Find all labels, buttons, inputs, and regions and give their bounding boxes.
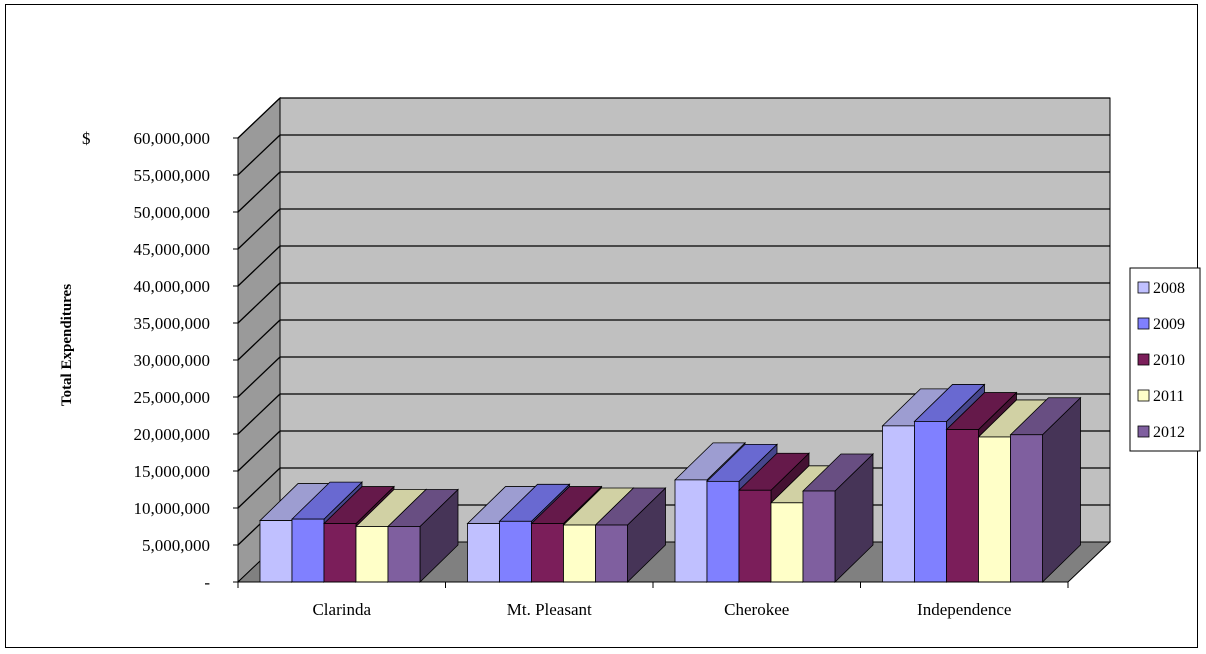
bar-front bbox=[531, 523, 564, 583]
gridline-side bbox=[237, 171, 281, 213]
bar-front bbox=[387, 526, 421, 583]
legend: 2008 2009 2010 2011 2012 bbox=[1129, 267, 1201, 452]
y-tick-label: 30,000,000 bbox=[134, 351, 211, 370]
y-tick-label: 10,000,000 bbox=[134, 499, 211, 518]
gridline-side bbox=[237, 319, 281, 361]
legend-swatch bbox=[1137, 353, 1150, 366]
y-tick-label: 15,000,000 bbox=[134, 462, 211, 481]
y-axis: - 5,000,000 10,000,000 15,000,000 20,000,000… bbox=[82, 129, 239, 592]
gridline-side bbox=[237, 208, 281, 250]
x-category-label: Cherokee bbox=[724, 600, 789, 619]
bar-front bbox=[706, 480, 740, 583]
bar-2012-clarinda bbox=[387, 488, 459, 583]
gridline-side bbox=[237, 134, 281, 176]
bar-front bbox=[946, 429, 979, 583]
bar-front bbox=[674, 479, 708, 583]
x-category-label: Mt. Pleasant bbox=[507, 600, 592, 619]
gridline-side bbox=[237, 467, 281, 509]
y-tick-label: 20,000,000 bbox=[134, 425, 211, 444]
bar-front bbox=[291, 518, 325, 583]
bar-front bbox=[914, 421, 947, 583]
y-tick-label: 55,000,000 bbox=[134, 166, 211, 185]
gridline-side bbox=[237, 282, 281, 324]
gridline-side bbox=[237, 356, 281, 398]
bar-front bbox=[355, 526, 389, 583]
x-category-label: Independence bbox=[917, 600, 1011, 619]
legend-label: 2009 bbox=[1153, 316, 1185, 333]
legend-swatch bbox=[1137, 281, 1150, 294]
legend-label: 2011 bbox=[1153, 388, 1184, 405]
gridline-side bbox=[237, 245, 281, 287]
bar-front bbox=[563, 524, 596, 583]
legend-label: 2012 bbox=[1153, 424, 1185, 441]
bar-front bbox=[323, 523, 357, 583]
y-tick-label: 60,000,000 bbox=[134, 129, 211, 148]
bar-front bbox=[978, 436, 1011, 583]
y-tick-label: - bbox=[204, 573, 210, 592]
gridline-side bbox=[237, 430, 281, 472]
y-axis-label: Total Expenditures bbox=[59, 284, 75, 406]
bars bbox=[259, 383, 1082, 583]
y-tick-label: 45,000,000 bbox=[134, 240, 211, 259]
x-category-label: Clarinda bbox=[312, 600, 371, 619]
gridline-side bbox=[237, 97, 281, 139]
y-tick-label: 25,000,000 bbox=[134, 388, 211, 407]
legend-swatch bbox=[1137, 317, 1150, 330]
bar-front bbox=[1010, 434, 1043, 583]
y-tick-label: 40,000,000 bbox=[134, 277, 211, 296]
bar-front bbox=[259, 520, 293, 583]
bar-2012-cherokee bbox=[802, 453, 874, 583]
gridline-side bbox=[237, 393, 281, 435]
y-tick-label: 50,000,000 bbox=[134, 203, 211, 222]
bar-front bbox=[770, 502, 804, 583]
y-tick-prefix: $ bbox=[82, 129, 91, 148]
y-tick-label: 35,000,000 bbox=[134, 314, 211, 333]
bar-front bbox=[802, 490, 836, 583]
legend-swatch bbox=[1137, 425, 1150, 438]
bar-front bbox=[595, 524, 628, 583]
legend-swatch bbox=[1137, 389, 1150, 402]
legend-label: 2010 bbox=[1153, 352, 1185, 369]
bar-2012-mt-pleasant bbox=[594, 487, 667, 583]
bar-2012-independence bbox=[1009, 396, 1082, 583]
legend-label: 2008 bbox=[1153, 280, 1185, 297]
bar-front bbox=[882, 425, 915, 583]
x-axis: Clarinda Mt. Pleasant Cherokee Independence bbox=[237, 581, 1069, 619]
y-tick-label: 5,000,000 bbox=[142, 536, 210, 555]
bar-front bbox=[499, 520, 532, 583]
bar-front bbox=[738, 489, 772, 583]
bar-front bbox=[467, 523, 500, 583]
